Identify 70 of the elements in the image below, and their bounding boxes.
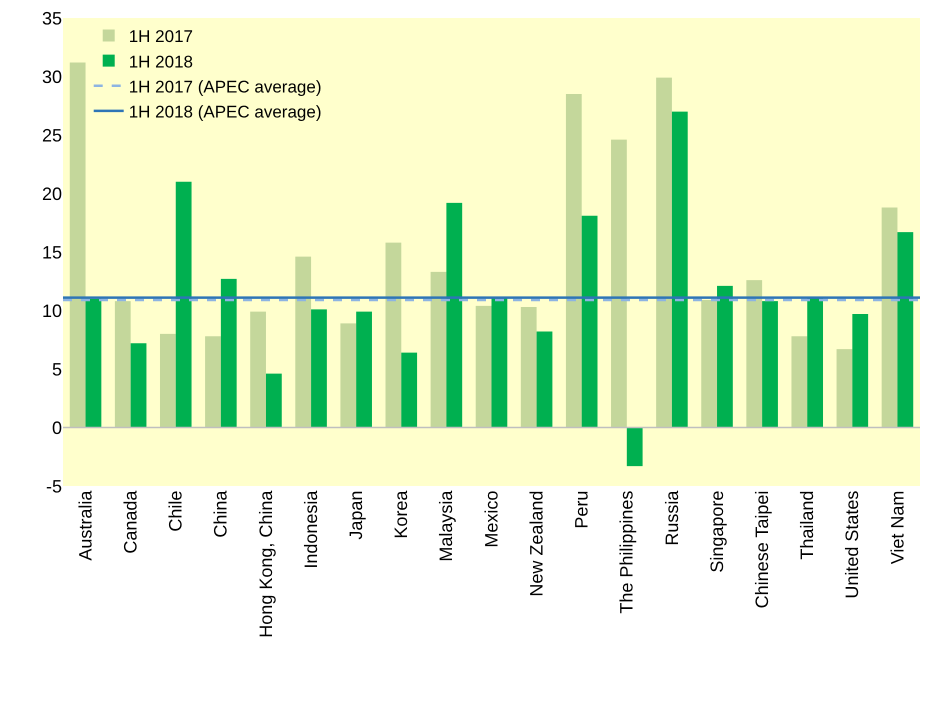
bar [114, 301, 131, 428]
x-tick-label: The Philippines [616, 490, 637, 614]
bar [836, 349, 852, 428]
bar [656, 78, 672, 428]
bar [176, 182, 192, 428]
bar [311, 309, 327, 428]
x-tick-label: Japan [346, 490, 366, 540]
x-tick-label: Mexico [481, 490, 502, 548]
bar [130, 343, 146, 428]
bar [220, 278, 237, 428]
bar [266, 374, 282, 428]
bar [70, 62, 86, 428]
x-tick-label: United States [842, 490, 862, 599]
legend-label: 1H 2018 (APEC average) [128, 102, 322, 122]
x-tick-label: Canada [120, 490, 141, 554]
bar [295, 256, 312, 428]
y-tick-label: 30 [42, 66, 62, 87]
y-tick-label: 25 [42, 125, 62, 146]
bar [386, 242, 402, 428]
legend-label: 1H 2018 [128, 52, 193, 72]
bar [250, 312, 266, 428]
x-tick-label: Korea [391, 490, 412, 539]
y-tick-label: 10 [42, 300, 62, 321]
x-tick-label: New Zealand [526, 490, 546, 597]
bar [520, 306, 537, 428]
bar [160, 334, 176, 428]
x-tick-label: Peru [572, 490, 592, 529]
bar [566, 94, 582, 428]
x-tick-label: Chile [166, 490, 186, 532]
y-tick-label: 0 [52, 418, 62, 438]
x-tick-label: Chinese Taipei [752, 490, 772, 608]
bar [401, 352, 418, 428]
legend-label: 1H 2017 (APEC average) [128, 77, 322, 96]
bar [672, 112, 688, 428]
bar [746, 280, 762, 428]
y-tick-label: 20 [42, 184, 62, 204]
bar [762, 301, 778, 428]
x-tick-label: Hong Kong, China [256, 490, 276, 638]
y-tick-label: 5 [52, 359, 62, 380]
bar [882, 208, 898, 428]
y-tick-label: 15 [42, 242, 62, 262]
bar [626, 428, 643, 466]
bar [430, 272, 446, 428]
bar [791, 336, 808, 428]
x-tick-label: Viet Nam [887, 490, 908, 564]
bar [897, 232, 914, 428]
bar [701, 300, 718, 428]
x-tick-label: Russia [662, 490, 682, 546]
x-tick-label: Malaysia [436, 490, 456, 562]
bar [356, 312, 372, 428]
x-tick-label: China [210, 490, 231, 538]
bar [476, 306, 492, 428]
bar [205, 336, 221, 428]
bar [492, 298, 508, 428]
bar [611, 140, 627, 428]
bar [536, 332, 552, 428]
x-tick-label: Indonesia [300, 490, 321, 569]
bar [340, 323, 356, 428]
x-tick-label: Thailand [797, 490, 818, 560]
bar [717, 286, 733, 428]
x-tick-label: Singapore [706, 490, 727, 573]
legend-label: 1H 2017 [128, 27, 193, 46]
y-tick-label: 35 [42, 8, 62, 28]
bar [86, 298, 102, 428]
y-tick-label: -5 [46, 476, 62, 496]
bar [446, 202, 462, 428]
x-tick-label: Australia [75, 490, 96, 561]
bar [582, 216, 598, 428]
bar [852, 314, 868, 428]
bar [807, 298, 824, 428]
